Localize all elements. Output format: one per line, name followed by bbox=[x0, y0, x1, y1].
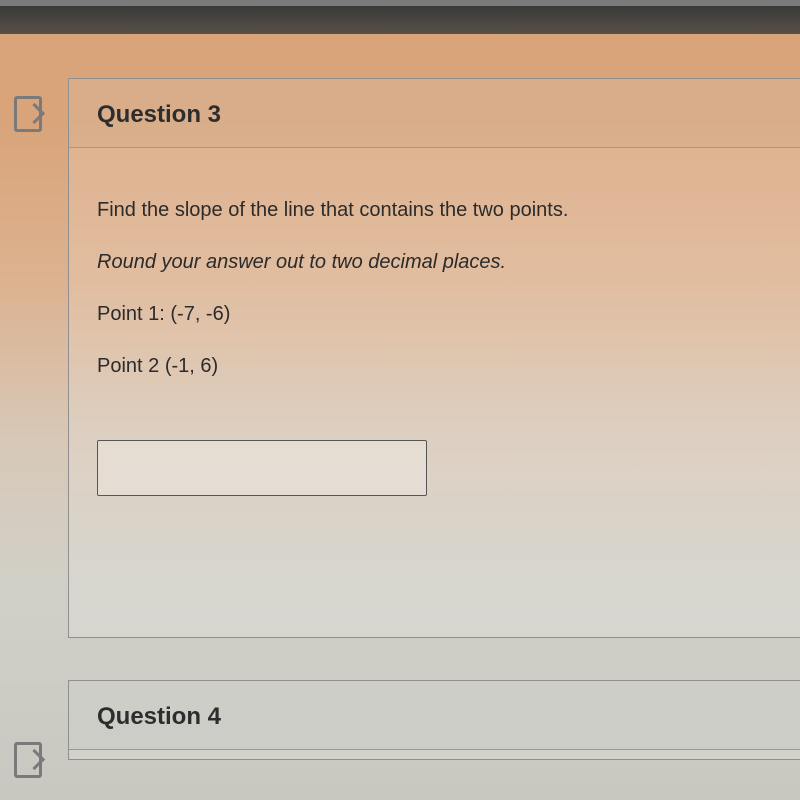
question-body: Find the slope of the line that contains… bbox=[69, 148, 800, 524]
question-instruction: Round your answer out to two decimal pla… bbox=[97, 248, 772, 276]
question-header: Question 4 bbox=[69, 681, 800, 750]
card-gap bbox=[68, 638, 800, 680]
question-title: Question 3 bbox=[97, 101, 772, 129]
question-list: Question 3 Find the slope of the line th… bbox=[68, 78, 800, 760]
question-header: Question 3 bbox=[69, 79, 800, 148]
answer-input[interactable] bbox=[97, 440, 427, 496]
question-card-4: Question 4 bbox=[68, 680, 800, 760]
question-point2: Point 2 (-1, 6) bbox=[97, 352, 772, 380]
top-dark-bar bbox=[0, 0, 800, 34]
question-prompt: Find the slope of the line that contains… bbox=[97, 196, 772, 224]
bookmark-icon[interactable] bbox=[14, 96, 42, 132]
bookmark-icon[interactable] bbox=[14, 742, 42, 778]
question-card-3: Question 3 Find the slope of the line th… bbox=[68, 78, 800, 638]
question-title: Question 4 bbox=[97, 703, 772, 731]
question-point1: Point 1: (-7, -6) bbox=[97, 300, 772, 328]
